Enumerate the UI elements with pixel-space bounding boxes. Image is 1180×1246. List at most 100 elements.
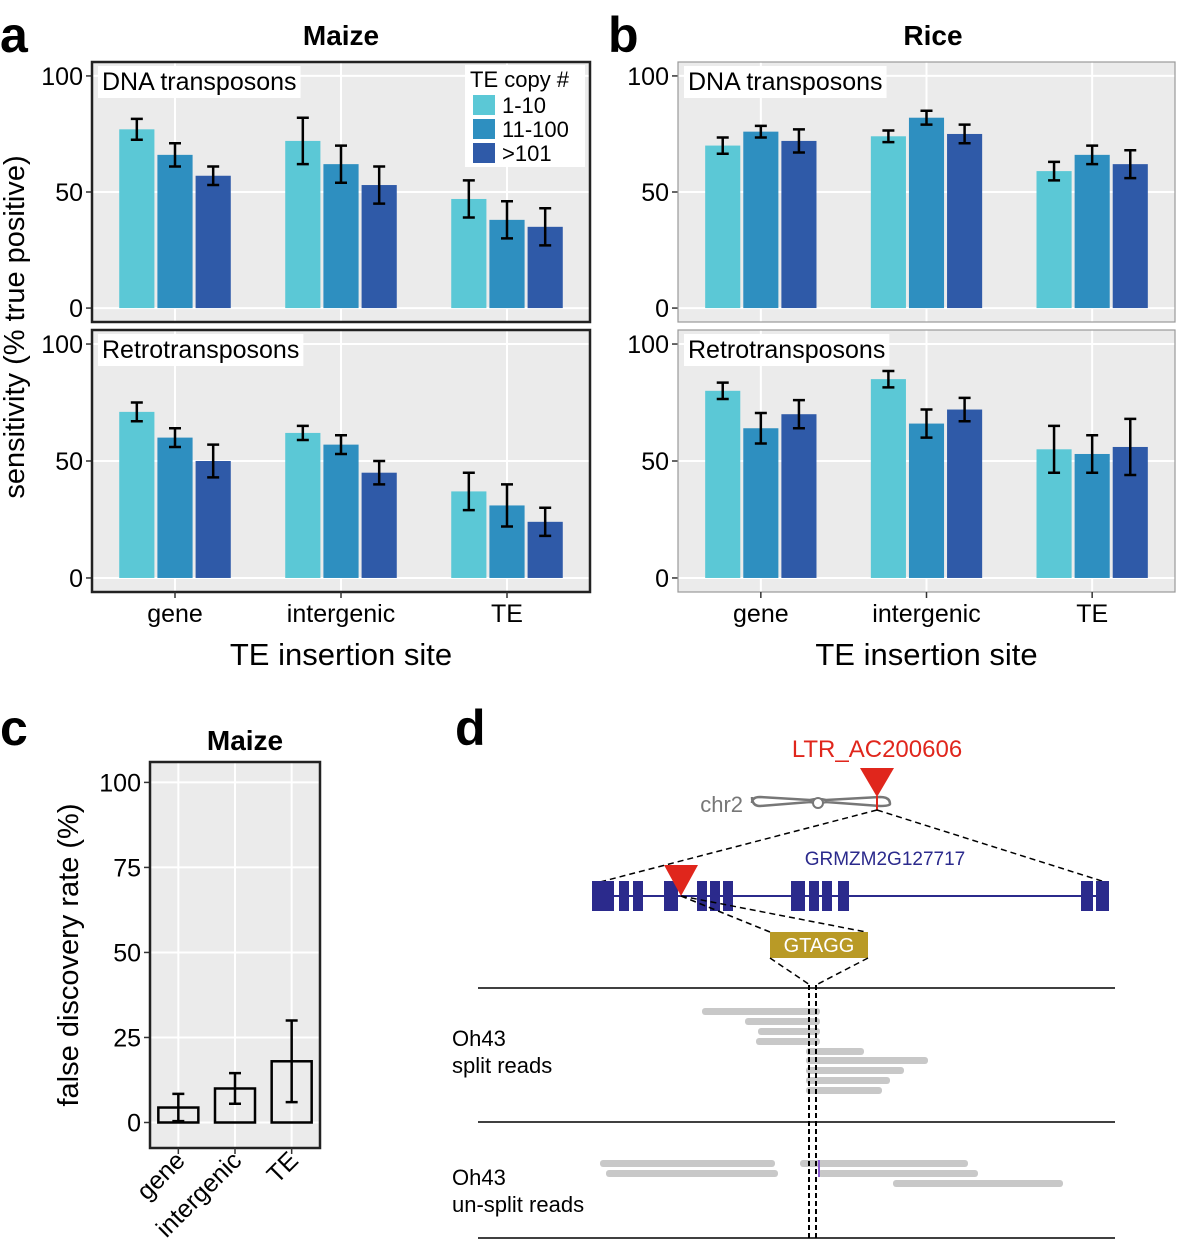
legend-key [473,143,495,163]
bar [323,164,359,309]
exon [723,881,733,911]
bar [285,432,321,578]
legend-label: 1-10 [502,93,546,118]
facet-label: Retrotransposons [102,336,299,364]
legend-title: TE copy # [470,67,570,92]
y-axis-label: sensitivity (% true positive) [0,155,31,498]
bar [157,437,193,578]
y-axis-label: false discovery rate (%) [53,804,85,1107]
read [600,1160,775,1167]
facet-label: DNA transposons [102,68,297,96]
error-bar [207,443,220,479]
legend-label: 11-100 [502,117,569,142]
bar [781,140,817,309]
gene-label: GRMZM2G127717 [805,849,966,870]
error-bar [229,1071,241,1106]
error-bar [539,506,552,538]
bar [361,185,397,309]
bar [781,414,817,578]
error-bar [539,207,552,247]
error-bar [501,483,513,528]
error-bar [373,459,386,486]
x-tick-label: TE [262,1146,304,1188]
error-bar [462,179,475,219]
read [800,1160,968,1167]
error-bar [1124,417,1137,477]
chromosome-label: chr2 [700,792,743,817]
error-bar [920,109,933,126]
read [702,1008,820,1015]
y-tick-label: 100 [627,331,669,359]
error-bar [920,408,933,439]
y-tick-label: 50 [55,448,83,476]
error-bar [1124,148,1137,180]
panel-label: a [0,7,29,63]
error-bar [1086,144,1099,166]
y-tick-label: 0 [127,1109,141,1137]
chart-title: Maize [303,20,379,51]
read [745,1018,820,1025]
y-tick-label: 100 [41,63,83,91]
error-bar [285,1019,298,1104]
error-bar [792,128,805,154]
centromere [812,797,824,809]
x-tick-label: intergenic [287,600,395,628]
zoom-line [680,895,771,933]
x-axis-label: TE insertion site [230,637,452,672]
read [756,1038,820,1045]
bar [1036,171,1072,309]
error-bar [1086,434,1099,474]
exon [592,881,614,911]
error-bar [207,165,220,187]
x-tick-label: gene [733,600,789,628]
x-tick-label: TE [1076,600,1108,628]
error-bar [130,401,143,423]
y-tick-label: 0 [655,295,669,323]
exons [592,881,1109,911]
insertion-marker [664,865,698,896]
x-tick-label: intergenic [872,600,980,628]
y-tick-label: 50 [113,939,141,967]
error-bar [501,200,513,240]
y-tick-label: 50 [641,179,669,207]
bar [195,461,231,578]
y-tick-label: 0 [655,565,669,593]
bar [705,390,741,578]
error-bar [716,381,729,401]
bar [705,145,741,309]
insertion-label: LTR_AC200606 [792,736,962,763]
exon [838,881,849,911]
track-label: Oh43 [452,1165,506,1190]
x-axis-label: TE insertion site [815,637,1037,672]
x-tick-label: gene [147,600,203,628]
chart-title: Rice [903,20,962,51]
bar [195,175,231,309]
bar [119,411,155,578]
legend-key [473,95,495,115]
plot-border [677,61,1176,323]
exon [1081,881,1093,911]
facet-label-background [684,334,890,366]
bar [870,136,906,309]
bar [285,140,321,309]
read [806,1077,890,1084]
x-tick-label: TE [491,600,523,628]
track-label: split reads [452,1053,552,1078]
facet-label-background [98,66,301,98]
panel-label: b [608,7,639,63]
bar [1112,164,1148,309]
bar [743,428,779,578]
bar [361,472,397,578]
track-label: Oh43 [452,1026,506,1051]
error-bar [1048,160,1061,182]
exon [710,881,720,911]
y-tick-label: 50 [55,179,83,207]
diagram: LTR_AC200606 chr2 GRMZM2G127717 [452,736,1115,1239]
error-bar [296,116,309,166]
error-bar [130,117,143,142]
y-tick-label: 0 [69,565,83,593]
bar [908,423,945,578]
error-bar [172,1092,185,1123]
error-bar [882,129,895,144]
